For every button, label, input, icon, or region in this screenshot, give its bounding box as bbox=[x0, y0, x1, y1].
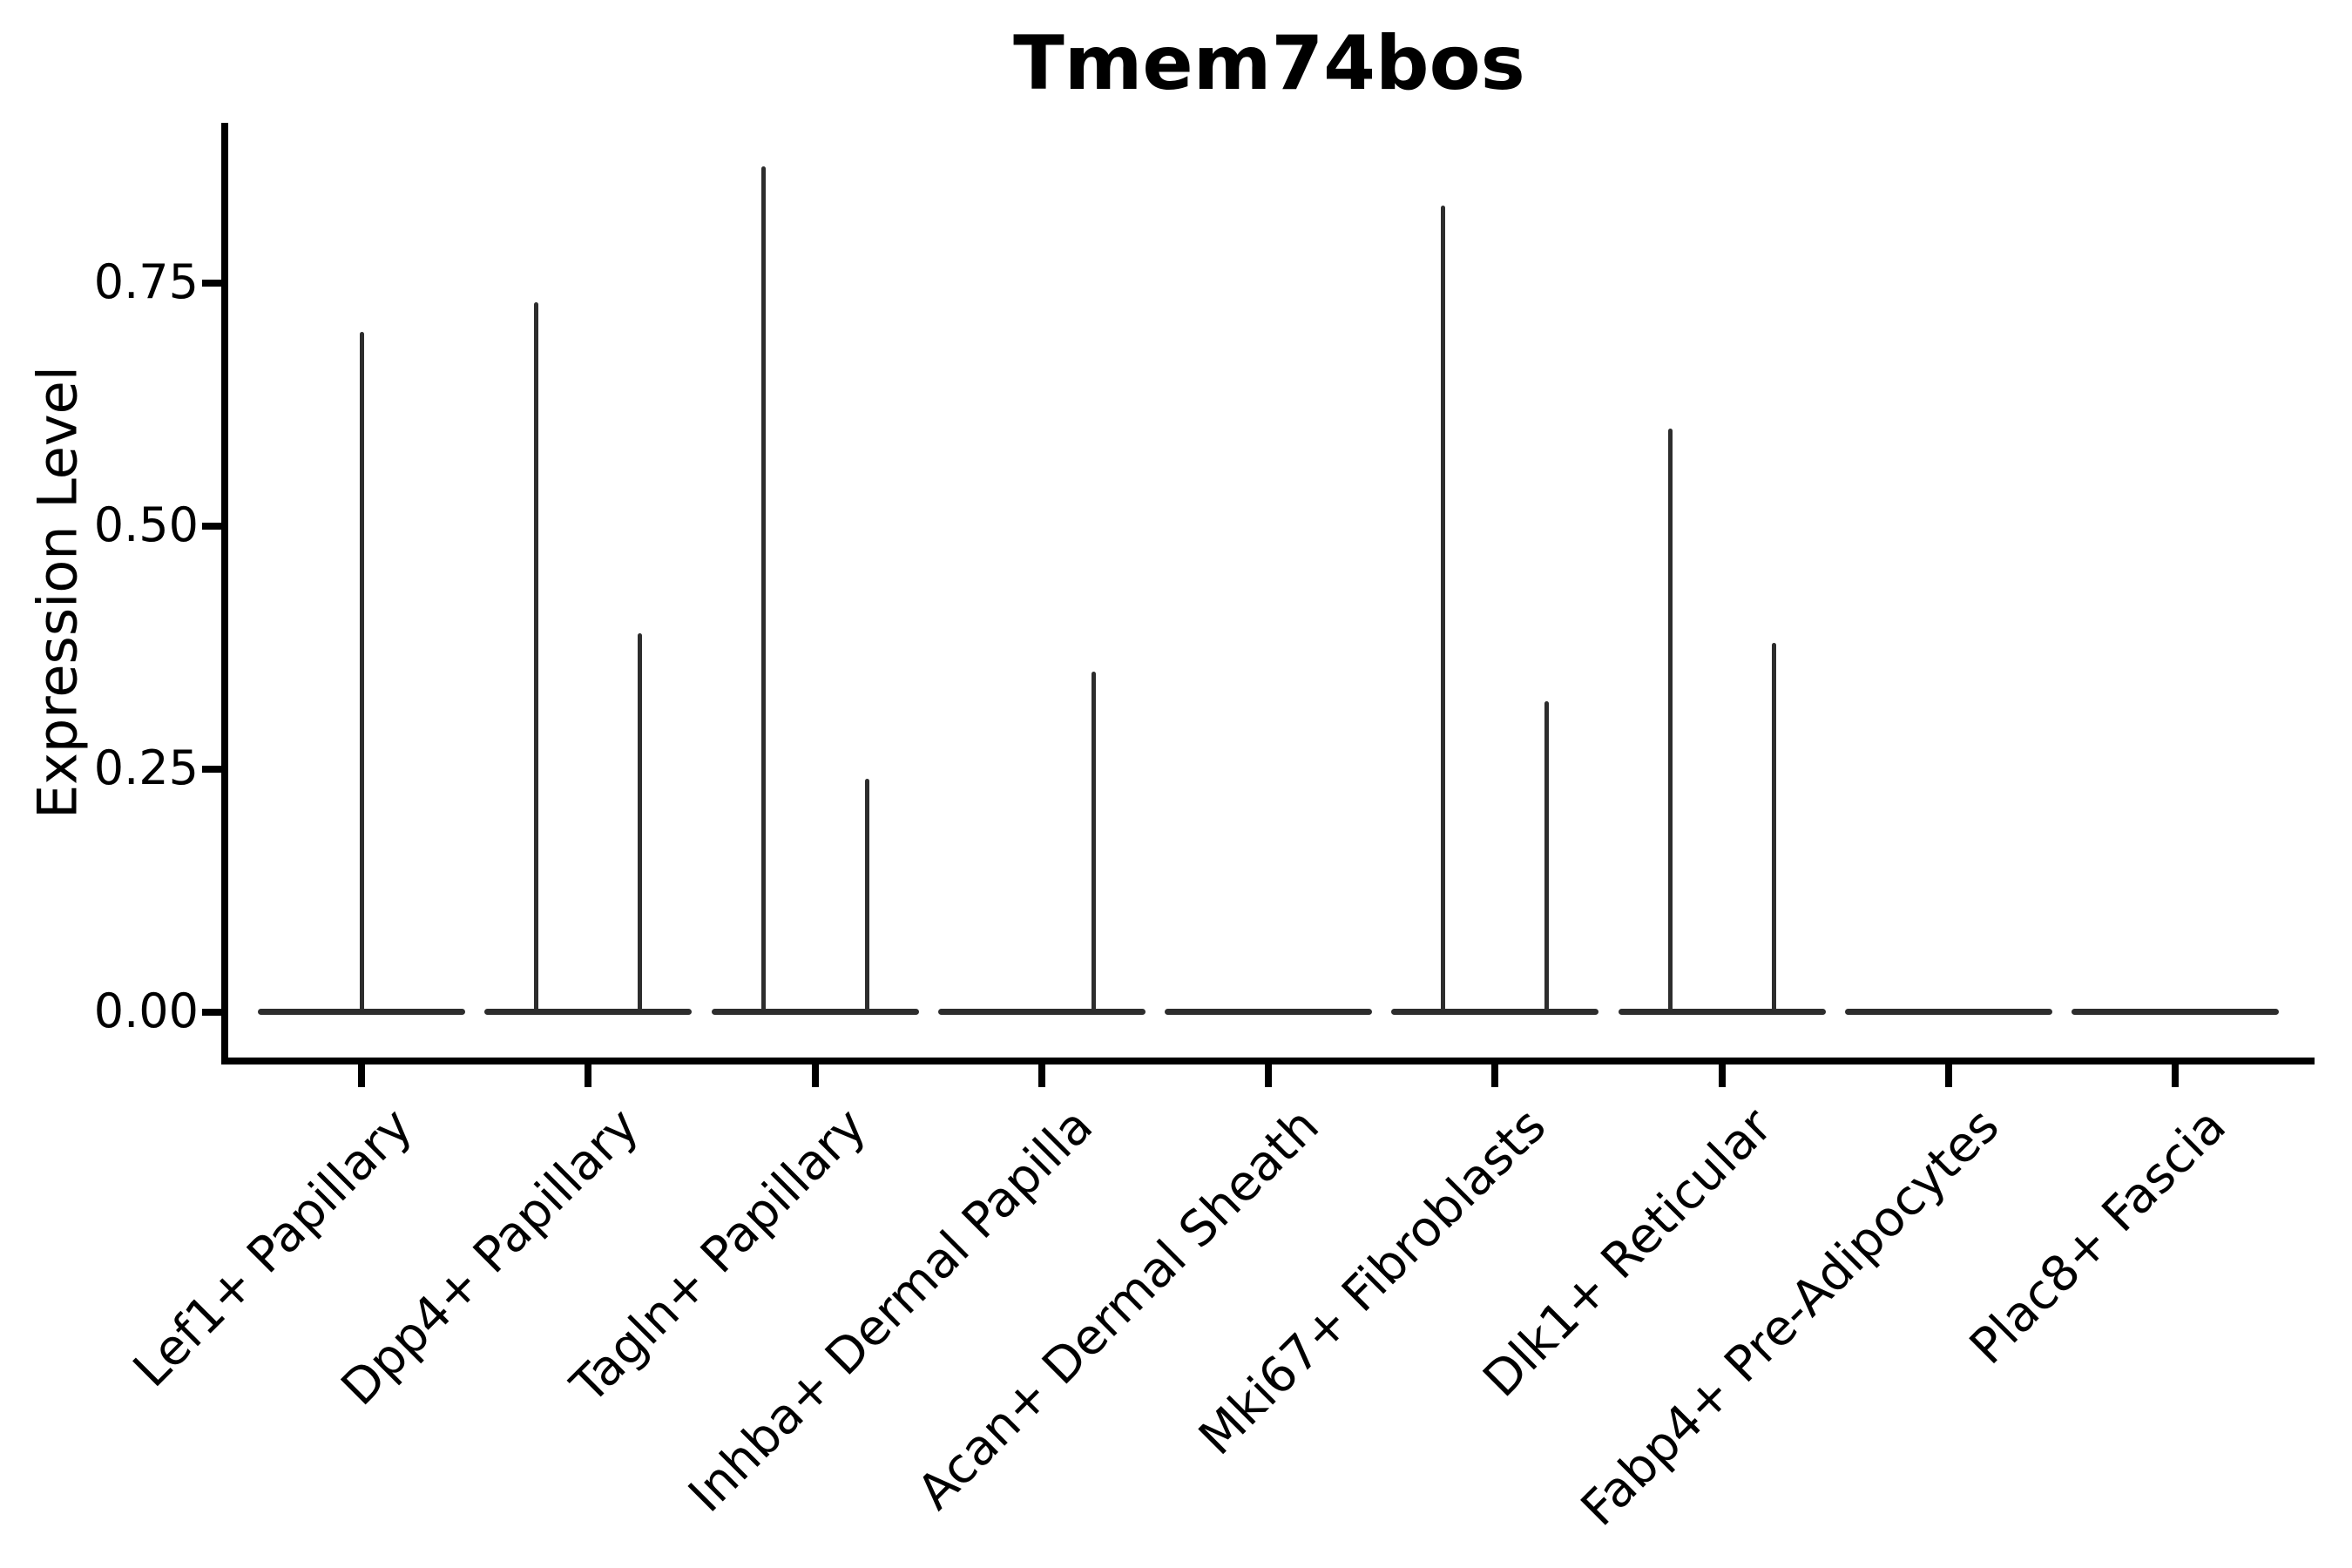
y-tick bbox=[202, 523, 221, 530]
x-tick bbox=[1037, 1064, 1045, 1087]
violin-base bbox=[1391, 1009, 1599, 1015]
violin-base bbox=[711, 1009, 919, 1015]
x-axis-line bbox=[221, 1058, 2315, 1064]
violin-spike bbox=[638, 632, 643, 1012]
y-axis-line bbox=[221, 123, 228, 1064]
violin-spike bbox=[760, 166, 766, 1012]
x-tick-label: Fabp4+ Pre-Adipocytes bbox=[1571, 1098, 2011, 1538]
violin-base bbox=[484, 1009, 693, 1015]
y-axis-label: Expression Level bbox=[25, 366, 90, 819]
x-tick-label: Acan+ Dermal Sheath bbox=[907, 1098, 1330, 1521]
violin-spike bbox=[864, 779, 869, 1012]
y-tick-label: 0.00 bbox=[93, 983, 199, 1039]
violin-base bbox=[2072, 1009, 2279, 1015]
x-tick bbox=[1491, 1064, 1499, 1087]
y-tick bbox=[202, 280, 221, 287]
x-tick bbox=[811, 1064, 819, 1087]
violin-base bbox=[1618, 1009, 1826, 1015]
y-tick-label: 0.75 bbox=[93, 254, 199, 310]
x-tick bbox=[1944, 1064, 1952, 1087]
violin-spike bbox=[1441, 205, 1446, 1012]
x-tick bbox=[585, 1064, 592, 1087]
violin-spike bbox=[1091, 672, 1096, 1012]
violin-base bbox=[1844, 1009, 2052, 1015]
y-tick bbox=[202, 1009, 221, 1016]
x-tick-label: Inhba+ Dermal Papilla bbox=[678, 1098, 1104, 1524]
x-tick bbox=[358, 1064, 365, 1087]
violin-spike bbox=[1667, 429, 1673, 1012]
violin-base bbox=[1165, 1009, 1372, 1015]
x-tick bbox=[2172, 1064, 2179, 1087]
violin-spike bbox=[359, 331, 364, 1012]
y-tick-label: 0.50 bbox=[93, 497, 199, 553]
violin-spike bbox=[534, 302, 539, 1012]
x-tick bbox=[1265, 1064, 1272, 1087]
violin-spike bbox=[1771, 642, 1776, 1012]
chart-title: Tmem74bos bbox=[1013, 20, 1525, 107]
x-tick bbox=[1718, 1064, 1726, 1087]
violin-spike bbox=[1544, 700, 1550, 1012]
y-tick bbox=[202, 766, 221, 773]
y-tick-label: 0.25 bbox=[93, 740, 199, 796]
violin-base bbox=[937, 1009, 1146, 1015]
